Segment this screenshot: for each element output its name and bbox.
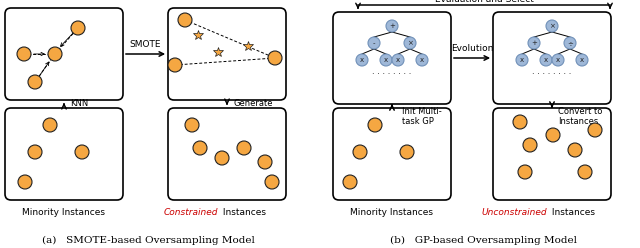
Text: x: x xyxy=(384,57,388,63)
Text: ÷: ÷ xyxy=(567,40,573,46)
Circle shape xyxy=(75,145,89,159)
Circle shape xyxy=(185,118,199,132)
Text: x: x xyxy=(396,57,400,63)
Text: x: x xyxy=(544,57,548,63)
Text: ×: × xyxy=(549,23,555,29)
FancyBboxPatch shape xyxy=(168,108,286,200)
Circle shape xyxy=(528,37,540,49)
Circle shape xyxy=(178,13,192,27)
Circle shape xyxy=(28,145,42,159)
Circle shape xyxy=(265,175,279,189)
Text: Evolution: Evolution xyxy=(451,44,493,53)
Circle shape xyxy=(28,75,42,89)
Circle shape xyxy=(380,54,392,66)
Text: Minority Instances: Minority Instances xyxy=(351,208,433,217)
Circle shape xyxy=(215,151,229,165)
Circle shape xyxy=(392,54,404,66)
Text: (a)   SMOTE-based Oversampling Model: (a) SMOTE-based Oversampling Model xyxy=(42,236,255,245)
Text: Init Multi-
task GP: Init Multi- task GP xyxy=(402,107,442,126)
Text: . . . . . . . .: . . . . . . . . xyxy=(372,67,412,76)
Circle shape xyxy=(552,54,564,66)
Circle shape xyxy=(546,20,558,32)
Text: x: x xyxy=(420,57,424,63)
Text: Minority Instances: Minority Instances xyxy=(22,208,106,217)
FancyBboxPatch shape xyxy=(5,8,123,100)
Text: . . . . . . . .: . . . . . . . . xyxy=(532,67,572,76)
Circle shape xyxy=(578,165,592,179)
Circle shape xyxy=(18,175,32,189)
Circle shape xyxy=(237,141,251,155)
FancyBboxPatch shape xyxy=(5,108,123,200)
Circle shape xyxy=(71,21,85,35)
Text: Instances: Instances xyxy=(549,208,595,217)
Text: -: - xyxy=(372,40,375,46)
Circle shape xyxy=(268,51,282,65)
Circle shape xyxy=(568,143,582,157)
FancyBboxPatch shape xyxy=(168,8,286,100)
Circle shape xyxy=(400,145,414,159)
Circle shape xyxy=(48,47,62,61)
FancyBboxPatch shape xyxy=(333,108,451,200)
Text: x: x xyxy=(520,57,524,63)
FancyBboxPatch shape xyxy=(493,108,611,200)
Circle shape xyxy=(168,58,182,72)
Circle shape xyxy=(588,123,602,137)
FancyBboxPatch shape xyxy=(333,12,451,104)
Text: Evaluation and Select: Evaluation and Select xyxy=(435,0,533,4)
Circle shape xyxy=(356,54,368,66)
Circle shape xyxy=(368,118,382,132)
Circle shape xyxy=(416,54,428,66)
Text: Unconstrained: Unconstrained xyxy=(481,208,547,217)
Text: Convert to
Instances: Convert to Instances xyxy=(558,107,602,126)
Text: Constrained: Constrained xyxy=(163,208,218,217)
Text: SMOTE: SMOTE xyxy=(129,40,161,49)
Circle shape xyxy=(540,54,552,66)
Circle shape xyxy=(193,141,207,155)
Circle shape xyxy=(343,175,357,189)
Circle shape xyxy=(386,20,398,32)
Text: x: x xyxy=(360,57,364,63)
Circle shape xyxy=(564,37,576,49)
FancyBboxPatch shape xyxy=(493,12,611,104)
Circle shape xyxy=(17,47,31,61)
Text: Instances: Instances xyxy=(220,208,266,217)
Text: ×: × xyxy=(407,40,413,46)
Text: +: + xyxy=(531,40,537,46)
Circle shape xyxy=(546,128,560,142)
Circle shape xyxy=(513,115,527,129)
Circle shape xyxy=(404,37,416,49)
Circle shape xyxy=(516,54,528,66)
Circle shape xyxy=(353,145,367,159)
Text: +: + xyxy=(389,23,395,29)
Circle shape xyxy=(43,118,57,132)
Circle shape xyxy=(258,155,272,169)
Text: (b)   GP-based Oversampling Model: (b) GP-based Oversampling Model xyxy=(390,236,577,245)
Text: KNN: KNN xyxy=(70,99,88,109)
Text: x: x xyxy=(556,57,560,63)
Circle shape xyxy=(576,54,588,66)
Text: Generate: Generate xyxy=(233,99,273,109)
Circle shape xyxy=(518,165,532,179)
Circle shape xyxy=(523,138,537,152)
Circle shape xyxy=(368,37,380,49)
Text: x: x xyxy=(580,57,584,63)
